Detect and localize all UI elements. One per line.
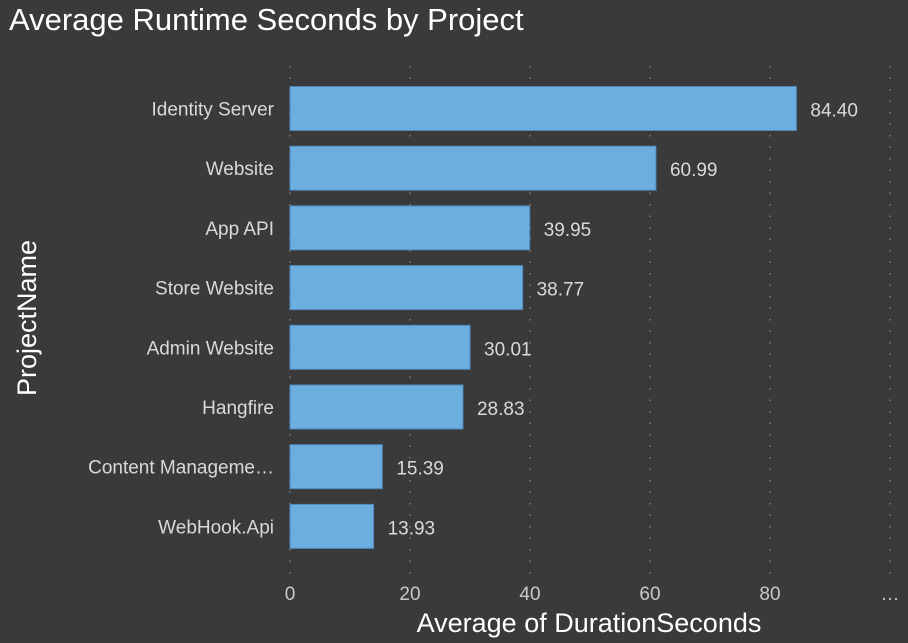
category-label: Store Website <box>155 279 274 300</box>
x-tick-label: … <box>881 584 900 605</box>
bar[interactable] <box>289 324 471 370</box>
category-label: Admin Website <box>147 338 274 359</box>
bar[interactable] <box>289 265 524 311</box>
bar[interactable] <box>289 444 383 490</box>
bar[interactable] <box>289 205 531 251</box>
x-tick-label: 80 <box>759 584 780 605</box>
data-label: 15.39 <box>396 459 444 480</box>
bar[interactable] <box>289 384 464 430</box>
x-axis-title: Average of DurationSeconds <box>417 608 762 638</box>
bar[interactable] <box>289 145 657 191</box>
data-label: 39.95 <box>544 220 592 241</box>
data-label: 30.01 <box>484 339 532 360</box>
category-label: Identity Server <box>152 100 275 121</box>
data-label: 38.77 <box>537 280 585 301</box>
category-label: App API <box>205 219 274 240</box>
x-tick-label: 40 <box>519 584 540 605</box>
x-tick-label: 60 <box>639 584 660 605</box>
x-tick-label: 0 <box>285 584 296 605</box>
data-label: 28.83 <box>477 399 525 420</box>
category-label: WebHook.Api <box>158 517 274 538</box>
data-label: 13.93 <box>388 518 436 539</box>
bar[interactable] <box>289 86 797 131</box>
category-label: Content Manageme… <box>88 458 274 479</box>
category-label: Website <box>206 159 274 180</box>
y-axis-title: ProjectName <box>12 240 42 396</box>
x-tick-label: 20 <box>399 584 420 605</box>
data-label: 84.40 <box>810 101 858 122</box>
chart-title: Average Runtime Seconds by Project <box>9 2 524 37</box>
category-label: Hangfire <box>202 398 274 419</box>
bar[interactable] <box>289 503 375 549</box>
data-label: 60.99 <box>670 160 718 181</box>
